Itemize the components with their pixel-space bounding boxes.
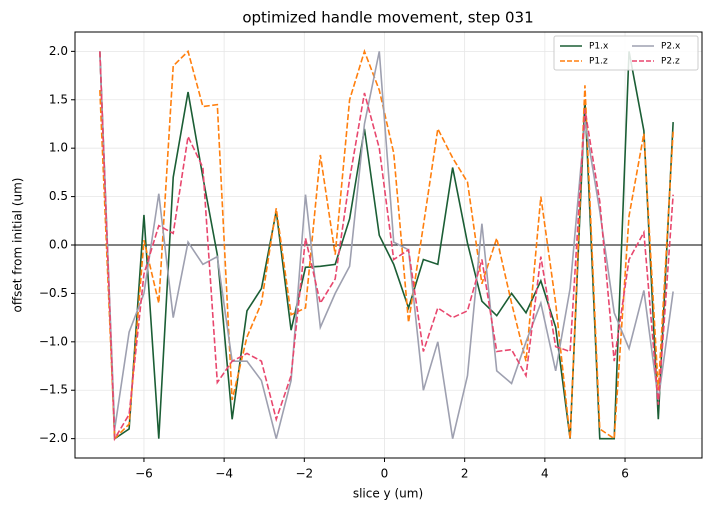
x-tick-label: −4 [215, 467, 233, 481]
series-line [99, 51, 674, 441]
series-line [99, 48, 674, 441]
x-tick-label: −2 [295, 467, 313, 481]
x-tick-label: 6 [621, 467, 629, 481]
legend-label: P2.x [661, 42, 681, 52]
legend-label: P2.z [661, 57, 680, 67]
legend-label: P1.x [589, 42, 609, 52]
y-tick-label: 1.0 [49, 141, 68, 155]
legend-label: P1.z [589, 57, 608, 67]
x-tick-label: 4 [541, 467, 549, 481]
plot-frame [74, 31, 703, 459]
y-tick-label: 0.5 [49, 189, 68, 203]
x-tick-label: −6 [135, 467, 153, 481]
y-tick-label: 2.0 [49, 44, 68, 58]
y-tick-label: −0.5 [39, 286, 68, 300]
y-axis-label: offset from initial (um) [11, 178, 25, 313]
y-tick-label: −1.0 [39, 334, 68, 348]
series-line [99, 51, 674, 442]
chart-title: optimized handle movement, step 031 [242, 9, 533, 27]
legend: P1.x P1.z P2.x P2.z [553, 35, 699, 71]
x-tick-label: 0 [381, 467, 389, 481]
y-tick-label: −2.0 [39, 431, 68, 445]
x-axis-label: slice y (um) [353, 487, 423, 501]
legend-box [553, 35, 699, 71]
y-tick-label: −1.5 [39, 383, 68, 397]
x-tick-label: 2 [461, 467, 469, 481]
y-tick-label: 1.5 [49, 92, 68, 106]
series-line [99, 51, 674, 439]
y-tick-label: 0.0 [49, 238, 68, 252]
